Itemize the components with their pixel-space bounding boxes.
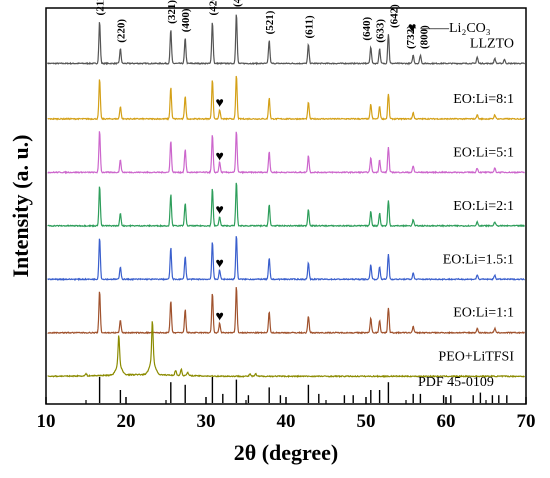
series-line-eo-li-1-1 bbox=[47, 287, 525, 335]
series-line-eo-li-8-1 bbox=[47, 75, 526, 121]
x-tick-label: 50 bbox=[357, 411, 376, 432]
li2co3-heart-icon: ♥ bbox=[215, 310, 223, 325]
series-line-eo-li-1-5-1 bbox=[47, 236, 525, 282]
heart-icon: ♥ bbox=[408, 21, 416, 36]
li2co3-heart-icon: ♥ bbox=[215, 149, 223, 164]
x-tick-label: 10 bbox=[37, 411, 56, 432]
peak-label-640: (640) bbox=[361, 16, 373, 40]
x-axis: 10 20 30 40 50 60 70 bbox=[37, 397, 536, 432]
peak-label-220: (220) bbox=[115, 19, 127, 43]
series-label-eo-li-1-5-1: EO:Li=1.5:1 bbox=[443, 252, 514, 267]
li2co3-heart-icon: ♥ bbox=[215, 96, 223, 111]
series-line-eo-li-2-1 bbox=[47, 182, 525, 228]
legend-entry-li2co3: ——Li₂CO₃ bbox=[420, 21, 491, 36]
peak-label-400: (400) bbox=[180, 8, 192, 32]
label-layer: LLZTO EO:Li=8:1 ♥ EO:Li=5:1 ♥ EO:Li=2:1 ♥ EO:Li… bbox=[95, 0, 515, 390]
li2co3-heart-icon: ♥ bbox=[215, 203, 223, 218]
x-axis-title: 2θ (degree) bbox=[234, 440, 339, 465]
series-label-eo-li-1-1: EO:Li=1:1 bbox=[453, 306, 514, 321]
x-tick-label: 60 bbox=[437, 411, 456, 432]
peak-label-521: (521) bbox=[264, 10, 276, 34]
series-line-peo-litfsi bbox=[47, 321, 525, 379]
series-line-llzto bbox=[47, 14, 526, 66]
peak-label-321: (321) bbox=[166, 0, 178, 24]
legend: ♥ ——Li₂CO₃ bbox=[408, 21, 491, 36]
series-label-eo-li-5-1: EO:Li=5:1 bbox=[453, 145, 514, 160]
y-axis-title: Intensity (a. u.) bbox=[8, 134, 33, 277]
peak-label-732: (732) bbox=[405, 25, 417, 49]
series-label-peo-litfsi: PEO+LiTFSI bbox=[438, 349, 514, 364]
series-label-llzto: LLZTO bbox=[470, 36, 514, 51]
peak-label-642: (642) bbox=[388, 4, 400, 28]
reference-label: PDF 45-0109 bbox=[418, 375, 494, 390]
x-tick-label: 70 bbox=[517, 411, 536, 432]
series-layer bbox=[47, 14, 526, 379]
reference-sticks bbox=[98, 377, 508, 403]
x-tick-label: 40 bbox=[277, 411, 296, 432]
series-label-eo-li-2-1: EO:Li=2:1 bbox=[453, 199, 514, 214]
peak-label-611: (611) bbox=[303, 15, 315, 39]
x-tick-label: 30 bbox=[197, 411, 216, 432]
peak-label-800: (800) bbox=[418, 25, 430, 49]
peak-label-633: (633) bbox=[375, 19, 387, 43]
peak-label-422: (422) bbox=[231, 0, 243, 7]
series-label-eo-li-8-1: EO:Li=8:1 bbox=[453, 92, 514, 107]
x-tick-label: 20 bbox=[117, 411, 136, 432]
li2co3-heart-icon: ♥ bbox=[215, 256, 223, 271]
series-line-eo-li-5-1 bbox=[47, 131, 525, 175]
